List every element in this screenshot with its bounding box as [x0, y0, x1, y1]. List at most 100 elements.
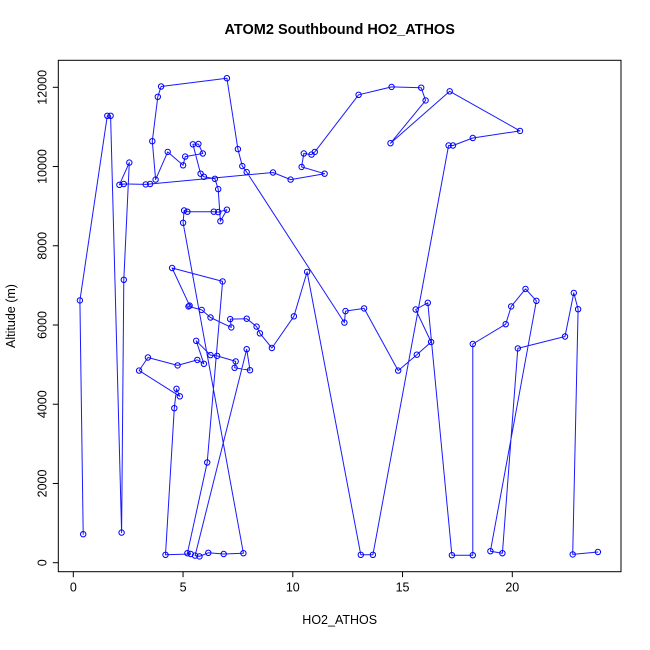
data-point [162, 551, 169, 558]
y-tick-label: 10000 [35, 149, 49, 184]
data-point [118, 529, 125, 536]
data-point [199, 150, 207, 157]
data-point [173, 385, 180, 392]
y-axis-label: Altitude (m) [4, 284, 18, 348]
axes: 0 5 10 15 20 0 2000 4000 6000 8000 10000 12000 [35, 59, 622, 595]
data-point [144, 354, 152, 361]
data-point [189, 141, 197, 148]
data-point [422, 97, 429, 104]
data-point [196, 553, 203, 560]
data-point [287, 176, 294, 183]
data-point [227, 315, 234, 323]
data-point [197, 170, 204, 177]
data-point [232, 358, 239, 365]
data-point [211, 175, 219, 183]
data-point [184, 208, 191, 215]
data-point [268, 344, 276, 352]
data-point [574, 306, 582, 313]
x-tick-label: 15 [396, 581, 410, 595]
data-point [355, 91, 362, 99]
y-tick-label: 2000 [35, 470, 49, 498]
data-point [195, 140, 202, 148]
data-point [502, 321, 509, 328]
data-point [182, 153, 189, 160]
data-point [239, 162, 246, 170]
data-point [300, 150, 307, 157]
data-point [469, 340, 476, 348]
data-point [569, 551, 576, 558]
y-tick-label: 6000 [35, 311, 49, 339]
data-point [570, 289, 577, 297]
data-point [240, 550, 247, 557]
data-point [360, 305, 368, 312]
data-point [220, 550, 227, 558]
data-point [135, 367, 143, 374]
data-point [193, 337, 200, 344]
data-point [215, 208, 222, 216]
data-point [395, 367, 402, 374]
chart-title: ATOM2 Southbound HO2_ATHOS [225, 22, 456, 38]
data-point [120, 180, 128, 188]
data-point [200, 360, 208, 367]
data-point [449, 142, 457, 149]
data-point [499, 550, 506, 557]
data-point [290, 313, 298, 320]
data-point [445, 142, 452, 149]
data-point [213, 352, 221, 360]
y-tick-label: 4000 [35, 390, 49, 418]
data-point [104, 112, 111, 120]
data-point [342, 307, 349, 315]
data-point [561, 333, 569, 340]
data-point [446, 88, 453, 95]
data-point [246, 367, 254, 374]
data-point [533, 297, 540, 304]
data-point [210, 208, 218, 215]
data-point [357, 551, 364, 558]
data-point [418, 84, 425, 91]
data-point [186, 302, 193, 309]
data-point [198, 306, 205, 314]
data-point [168, 264, 176, 272]
data-point [179, 162, 187, 169]
data-point [469, 552, 476, 559]
data-point [116, 181, 123, 189]
data-point [194, 356, 201, 364]
data-point [152, 176, 159, 183]
data-point [303, 268, 311, 276]
data-point [321, 170, 328, 177]
data-point [514, 345, 521, 352]
data-point [369, 551, 377, 558]
data-point [487, 548, 494, 555]
data-point [171, 405, 178, 412]
data-point [184, 550, 191, 557]
data-point [179, 219, 187, 227]
data-point [311, 148, 318, 156]
data-point [424, 299, 431, 306]
data-point [107, 112, 114, 120]
data-point [180, 207, 188, 214]
data-point [228, 324, 235, 331]
data-point [164, 148, 171, 156]
data-point [157, 83, 165, 90]
data-point [413, 351, 420, 358]
data-point [142, 181, 149, 188]
data-point [215, 185, 222, 193]
data-series [76, 75, 602, 560]
data-point [76, 297, 84, 304]
x-tick-label: 0 [70, 581, 77, 595]
data-point [388, 83, 395, 91]
data-point [204, 459, 211, 466]
data-point [427, 338, 435, 346]
data-point [448, 552, 456, 559]
y-tick-label: 8000 [35, 232, 49, 260]
data-point [522, 285, 529, 293]
data-point [594, 548, 602, 556]
x-tick-label: 10 [286, 581, 300, 595]
data-point [223, 206, 231, 213]
data-point [126, 159, 133, 166]
data-point [207, 351, 214, 359]
data-point [80, 531, 87, 538]
data-point [469, 134, 476, 142]
